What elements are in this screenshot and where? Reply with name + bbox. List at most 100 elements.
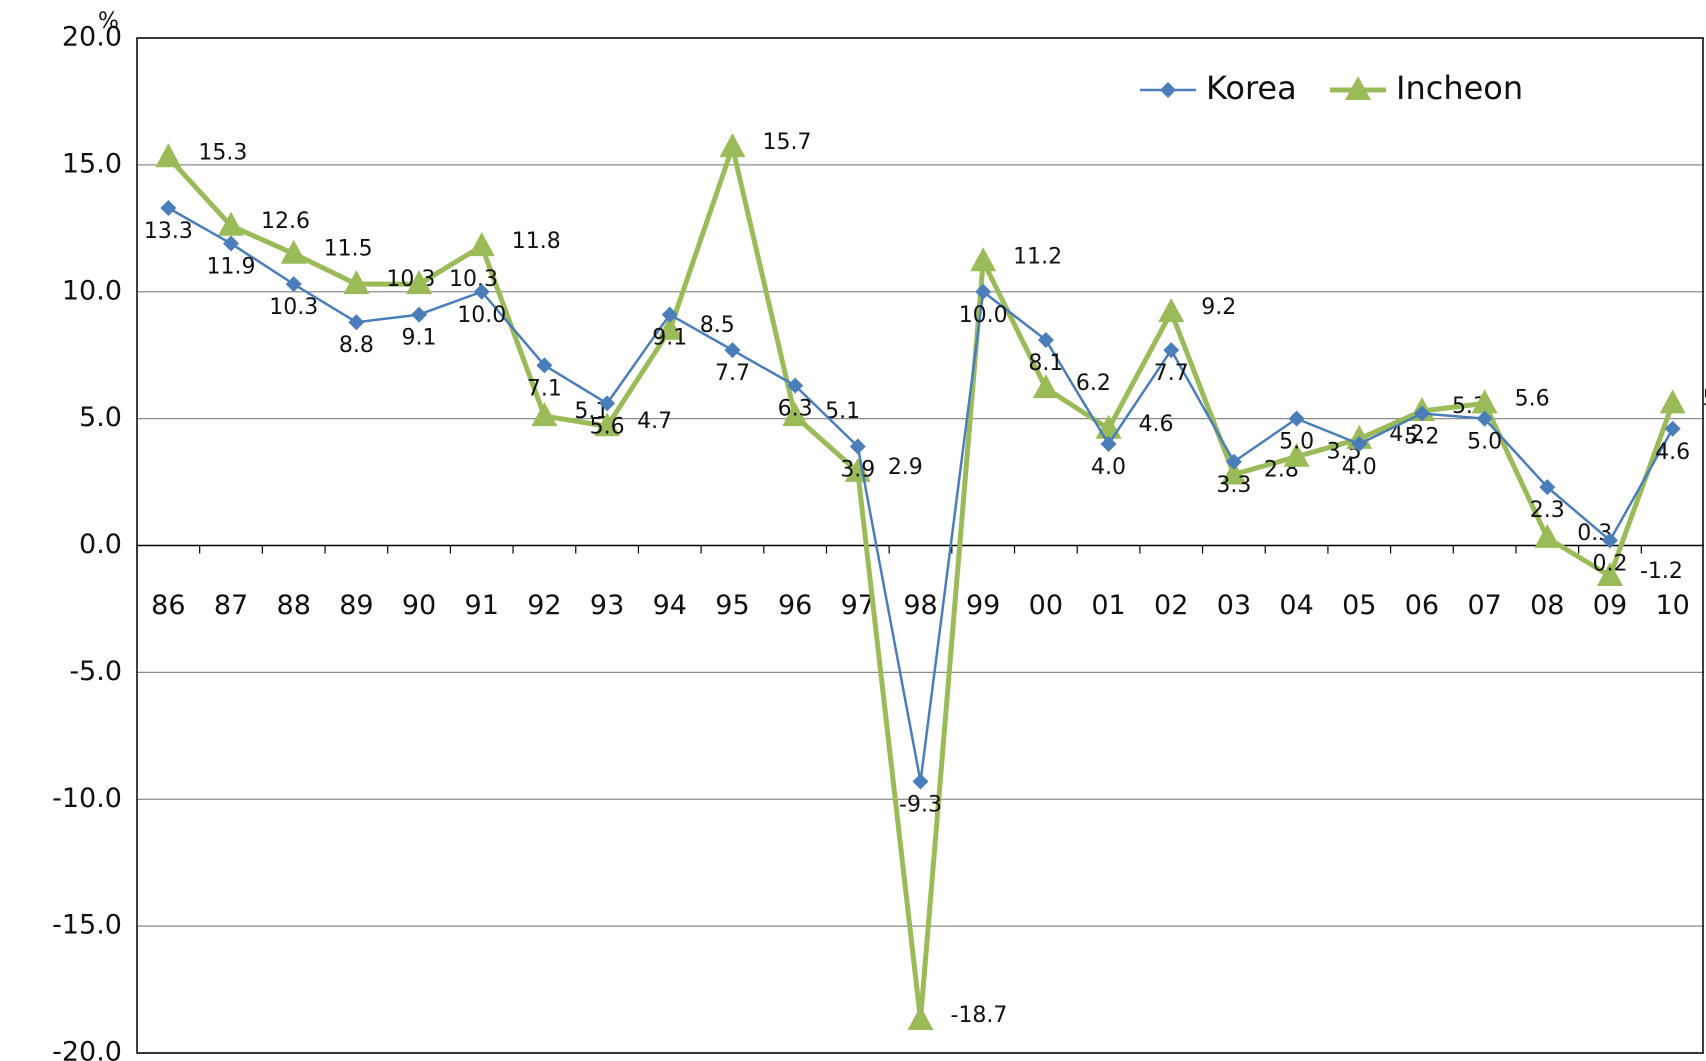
data-point <box>1664 420 1681 437</box>
data-label: 4.6 <box>1139 412 1174 437</box>
data-label: 10.3 <box>449 267 498 292</box>
data-point <box>406 270 433 295</box>
x-tick-label: 88 <box>277 590 311 621</box>
data-label: 9.1 <box>652 326 687 351</box>
x-tick-label: 02 <box>1154 590 1188 621</box>
x-tick-label: 08 <box>1530 590 1564 621</box>
data-label: 9.2 <box>1201 295 1236 320</box>
x-tick-label: 10 <box>1655 590 1689 621</box>
data-point <box>970 247 997 272</box>
data-label: 5.6 <box>1703 386 1706 411</box>
y-tick-label: 0.0 <box>79 529 122 560</box>
data-point <box>1596 561 1623 586</box>
data-label: 7.1 <box>527 376 562 401</box>
data-label: -18.7 <box>951 1003 1008 1028</box>
data-label: 4.0 <box>1342 455 1377 480</box>
data-point <box>594 412 621 437</box>
legend-label: Incheon <box>1396 69 1523 107</box>
data-label: -9.3 <box>899 792 942 817</box>
y-tick-label: -10.0 <box>52 783 122 814</box>
data-point <box>218 211 245 236</box>
data-label: 4.6 <box>1655 440 1690 465</box>
data-label: 7.7 <box>715 361 750 386</box>
data-label: 13.3 <box>144 219 193 244</box>
data-label: 2.9 <box>888 455 923 480</box>
data-point <box>782 402 809 427</box>
data-label: 3.9 <box>840 458 875 483</box>
x-tick-label: 94 <box>653 590 687 621</box>
x-tick-label: 00 <box>1029 590 1063 621</box>
data-label: 8.1 <box>1028 351 1063 376</box>
data-point <box>1471 389 1498 414</box>
x-tick-label: 87 <box>214 590 248 621</box>
data-point <box>787 377 804 394</box>
data-point <box>155 143 182 168</box>
data-point <box>468 232 495 257</box>
data-label: 5.0 <box>1467 430 1502 455</box>
data-point <box>1163 342 1180 359</box>
data-label: 5.0 <box>1279 430 1314 455</box>
data-label: 5.2 <box>1404 425 1439 450</box>
data-point <box>661 306 678 323</box>
data-point <box>1413 405 1430 422</box>
data-label: 0.2 <box>1592 551 1627 576</box>
data-point <box>719 133 746 158</box>
x-tick-label: 91 <box>465 590 499 621</box>
x-tick-label: 03 <box>1217 590 1251 621</box>
x-tick-label: 07 <box>1467 590 1501 621</box>
data-label: 15.3 <box>198 140 247 165</box>
data-label: 11.9 <box>207 255 256 280</box>
data-point <box>656 315 683 340</box>
data-label: 11.5 <box>324 237 373 262</box>
legend-marker <box>1345 76 1371 100</box>
x-tick-label: 04 <box>1279 590 1313 621</box>
data-point <box>1037 331 1054 348</box>
y-tick-label: 15.0 <box>62 148 122 179</box>
y-tick-label: 20.0 <box>62 22 122 53</box>
x-tick-label: 89 <box>339 590 373 621</box>
data-label: 11.8 <box>512 229 561 254</box>
x-tick-label: 05 <box>1342 590 1376 621</box>
x-tick-label: 96 <box>778 590 812 621</box>
y-tick-label: -5.0 <box>69 656 122 687</box>
data-point <box>975 283 992 300</box>
x-tick-label: 95 <box>715 590 749 621</box>
data-point <box>223 235 240 252</box>
x-tick-label: 90 <box>402 590 436 621</box>
data-point <box>912 773 929 790</box>
x-tick-label: 93 <box>590 590 624 621</box>
y-unit: % <box>98 9 119 34</box>
x-tick-label: 86 <box>151 590 185 621</box>
data-label: 9.1 <box>402 326 437 351</box>
x-tick-label: 06 <box>1405 590 1439 621</box>
data-point <box>473 283 490 300</box>
data-label: 3.3 <box>1216 473 1251 498</box>
data-label: 4.0 <box>1091 455 1126 480</box>
data-point <box>285 276 302 293</box>
data-label: 5.6 <box>590 414 625 439</box>
data-point <box>531 402 558 427</box>
data-point <box>1225 453 1242 470</box>
data-point <box>411 306 428 323</box>
data-label: 6.3 <box>778 397 813 422</box>
x-tick-label: 98 <box>903 590 937 621</box>
data-label: 15.7 <box>762 130 811 155</box>
data-label: 12.6 <box>261 209 310 234</box>
data-label: 7.7 <box>1154 361 1189 386</box>
data-label: -1.2 <box>1640 559 1683 584</box>
y-tick-label: 10.0 <box>62 275 122 306</box>
data-point <box>724 342 741 359</box>
series-line <box>167 206 1674 783</box>
x-tick-label: 92 <box>527 590 561 621</box>
data-point <box>849 438 866 455</box>
data-point <box>1351 436 1368 452</box>
y-tick-label: 5.0 <box>79 402 122 433</box>
x-tick-label: 09 <box>1593 590 1627 621</box>
data-point <box>1032 374 1059 399</box>
y-tick-label: -20.0 <box>52 1037 122 1061</box>
legend-label: Korea <box>1206 69 1297 107</box>
data-point <box>1288 410 1305 427</box>
data-point <box>1601 532 1618 549</box>
data-point <box>1659 389 1686 414</box>
data-label: 6.2 <box>1076 371 1111 396</box>
